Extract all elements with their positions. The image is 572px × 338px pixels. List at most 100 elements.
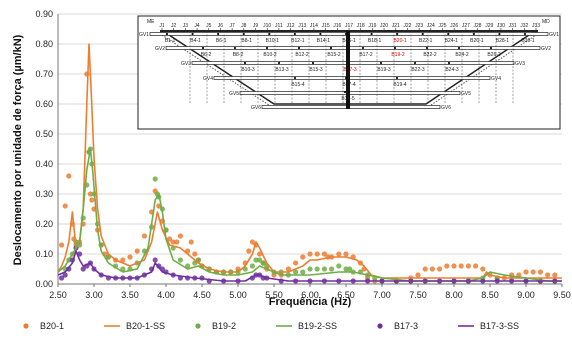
legend-label: B20-1 <box>40 321 64 331</box>
inset-top-tick-label: J13 <box>298 23 306 29</box>
y-tick-label: 0.00 <box>35 279 53 289</box>
legend-item: B20-1 <box>23 321 64 331</box>
inset-sensor-dot <box>293 32 296 36</box>
inset-sensor-label: B22-2 <box>423 52 437 58</box>
inset-top-tick-label: J5 <box>206 23 212 29</box>
x-tick-label: 9.00 <box>517 290 535 300</box>
inset-sensor-label: B15-4 <box>291 82 305 88</box>
inset-girder-right-label: GV2 <box>541 46 551 52</box>
data-point <box>415 272 421 278</box>
y-tick-label: 0.40 <box>35 159 53 169</box>
data-point <box>134 248 140 254</box>
inset-sensor-label: B14-1 <box>317 38 331 44</box>
data-point <box>329 266 335 272</box>
legend-marker <box>23 323 29 329</box>
inset-sensor-dot <box>447 32 450 36</box>
inset-center-pier <box>346 31 350 109</box>
inset-sensor-label: B6-1 <box>216 38 227 44</box>
inset-top-tick-label: J18 <box>357 23 365 29</box>
inset-sensor-dot <box>319 32 322 36</box>
data-point <box>429 266 435 272</box>
inset-right-end-label: MD <box>542 19 550 25</box>
inset-sensor-dot <box>361 46 365 50</box>
x-tick-label: 3.00 <box>85 290 103 300</box>
inset-top-tick-label: J2 <box>171 23 177 29</box>
inset-sensor-label: B13-3 <box>275 67 289 73</box>
inset-girder-right-label: GV6 <box>441 105 451 111</box>
inset-girder-right-label: GV3 <box>515 61 525 67</box>
inset-girder-left-label: GV5 <box>229 91 239 97</box>
inset-top-tick-label: J21 <box>392 23 400 29</box>
legend-marker <box>195 323 201 329</box>
data-point <box>59 275 65 281</box>
data-point <box>285 266 291 272</box>
inset-sensor-label: B24-3 <box>445 67 459 73</box>
inset-sensor-label: B19-3 <box>377 67 391 73</box>
inset-girder <box>261 105 441 109</box>
inset-sensor-dot <box>329 46 333 50</box>
legend-label: B17-3-SS <box>480 321 519 331</box>
inset-sensor-dot <box>277 61 281 65</box>
data-point <box>347 266 353 272</box>
inset-sensor-label: B20-1 <box>393 38 407 44</box>
inset-top-tick-label: J19 <box>368 23 376 29</box>
data-point <box>80 266 86 272</box>
x-tick-label: 3.50 <box>121 290 139 300</box>
x-tick-label: 4.50 <box>193 290 211 300</box>
inset-sensor-label: B10-2 <box>263 52 277 58</box>
data-point <box>188 239 194 245</box>
data-point <box>293 269 299 275</box>
y-axis-label: Deslocamento por unidade de força (µm/kN… <box>12 34 24 265</box>
inset-sensor-label: B4-1 <box>190 38 201 44</box>
inset-sensor-dot <box>265 46 269 50</box>
data-point <box>192 251 198 257</box>
inset-top-tick-label: J33 <box>532 23 540 29</box>
inset-top-tick-label: J28 <box>474 23 482 29</box>
data-point <box>307 266 313 272</box>
x-tick-label: 6.00 <box>301 290 319 300</box>
x-tick-label: 4.00 <box>157 290 175 300</box>
data-point <box>336 263 342 269</box>
legend-item: B17-3-SS <box>458 321 519 331</box>
data-point <box>127 254 133 260</box>
inset-sensor-dot <box>457 46 461 50</box>
data-point <box>152 257 158 263</box>
data-point <box>451 263 457 269</box>
inset-top-tick-label: J22 <box>403 23 411 29</box>
inset-sensor-dot <box>343 90 347 94</box>
y-tick-label: 0.10 <box>35 249 53 259</box>
data-point <box>66 173 72 179</box>
inset-sensor-dot <box>498 32 501 36</box>
inset-sensor-dot <box>489 46 493 50</box>
inset-sensor-label: B8-1 <box>241 38 252 44</box>
inset-v-hatch <box>161 34 537 108</box>
legend-marker <box>377 323 383 329</box>
inset-sensor-dot <box>293 76 297 80</box>
data-point <box>300 269 306 275</box>
inset-girder-left-label: GV2 <box>155 46 165 52</box>
inset-top-tick-label: J6 <box>218 23 224 29</box>
inset-girder <box>213 76 491 80</box>
data-point <box>59 242 65 248</box>
x-axis-label: Frequência (Hz) <box>269 296 352 308</box>
inset-girder-right-label: GV1 <box>549 32 559 38</box>
data-point <box>444 263 450 269</box>
inset-sensor-label: B18-1 <box>368 38 382 44</box>
inset-sensor-label: B1-1 <box>165 38 176 44</box>
inset-sensor-label: B15-2 <box>327 52 341 58</box>
data-point <box>465 263 471 269</box>
data-point <box>552 272 558 278</box>
inset-sensor-dot <box>191 32 194 36</box>
inset-top-tick-label: J24 <box>427 23 435 29</box>
data-point <box>422 266 428 272</box>
inset-verticals <box>189 31 514 104</box>
data-point <box>473 263 479 269</box>
inset-top-tick-label: J26 <box>450 23 458 29</box>
data-point <box>458 263 464 269</box>
data-point <box>120 257 126 263</box>
legend-label: B17-3 <box>394 321 418 331</box>
inset-sensor-label: B26-1 <box>470 38 484 44</box>
inset-top-tick-label: J27 <box>462 23 470 29</box>
inset-top-tick-label: J15 <box>322 23 330 29</box>
inset-girder-left-label: GV1 <box>139 32 149 38</box>
